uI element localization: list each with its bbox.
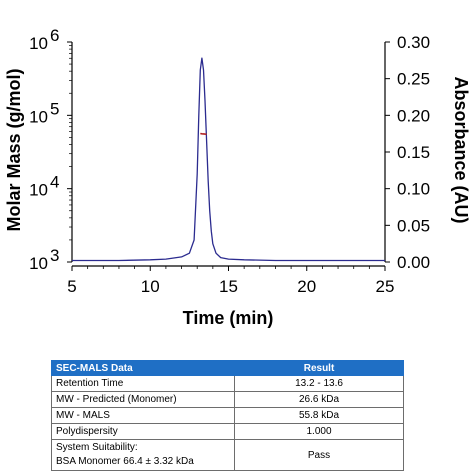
x-tick-label: 20 [297, 277, 316, 296]
molar-mass-series-line [200, 132, 207, 135]
x-tick-label: 15 [219, 277, 238, 296]
y-right-tick-label: 0.20 [397, 106, 430, 125]
y-right-tick-label: 0.30 [397, 33, 430, 52]
y-left-tick-exponent: 3 [50, 246, 59, 265]
table-row: Polydispersity 1.000 [51, 423, 404, 440]
y-left-tick-exponent: 5 [50, 99, 59, 118]
y-right-tick-label: 0.05 [397, 216, 430, 235]
y-left-tick-label: 10 [29, 181, 48, 200]
y-right-tick-label: 0.15 [397, 143, 430, 162]
y-right-tick-label: 0.25 [397, 70, 430, 89]
y-left-tick-label: 10 [29, 254, 48, 273]
y-right-tick-label: 0.10 [397, 180, 430, 199]
x-tick-label: 10 [141, 277, 160, 296]
row-label: MW - MALS [51, 407, 235, 424]
absorbance-series-line [72, 57, 385, 262]
y-axis-left-title: Molar Mass (g/mol) [4, 68, 24, 231]
row-value: 1.000 [234, 423, 404, 440]
chart-axes [67, 41, 390, 271]
table-row: System Suitability: BSA Monomer 66.4 ± 3… [51, 439, 404, 471]
row-value: 55.8 kDa [234, 407, 404, 424]
y-left-tick-exponent: 4 [50, 173, 59, 192]
row-label: System Suitability: BSA Monomer 66.4 ± 3… [51, 439, 235, 471]
row-value: 13.2 - 13.6 [234, 375, 404, 392]
row-label: Retention Time [51, 375, 235, 392]
y-left-tick-exponent: 6 [50, 26, 59, 45]
x-tick-label: 5 [67, 277, 76, 296]
table-header-data: SEC-MALS Data [51, 360, 235, 376]
sec-mals-results-table: SEC-MALS Data Result Retention Time 13.2… [51, 360, 404, 471]
row-label-line2: BSA Monomer 66.4 ± 3.32 kDa [56, 456, 194, 467]
row-value: Pass [234, 439, 404, 471]
y-left-tick-label: 10 [29, 34, 48, 53]
row-value: 26.6 kDa [234, 391, 404, 408]
y-axis-right-title: Absorbance (AU) [451, 76, 471, 223]
row-label: MW - Predicted (Monomer) [51, 391, 235, 408]
table-row: Retention Time 13.2 - 13.6 [51, 375, 404, 392]
table-header-row: SEC-MALS Data Result [51, 360, 404, 376]
table-row: MW - MALS 55.8 kDa [51, 407, 404, 424]
x-axis-title: Time (min) [183, 308, 274, 328]
table-row: MW - Predicted (Monomer) 26.6 kDa [51, 391, 404, 408]
y-left-tick-label: 10 [29, 107, 48, 126]
row-label: Polydispersity [51, 423, 235, 440]
row-label-line1: System Suitability: [56, 442, 138, 453]
x-tick-label: 25 [376, 277, 395, 296]
table-header-result: Result [234, 360, 404, 376]
y-right-tick-label: 0.00 [397, 253, 430, 272]
chart-series [72, 57, 385, 262]
